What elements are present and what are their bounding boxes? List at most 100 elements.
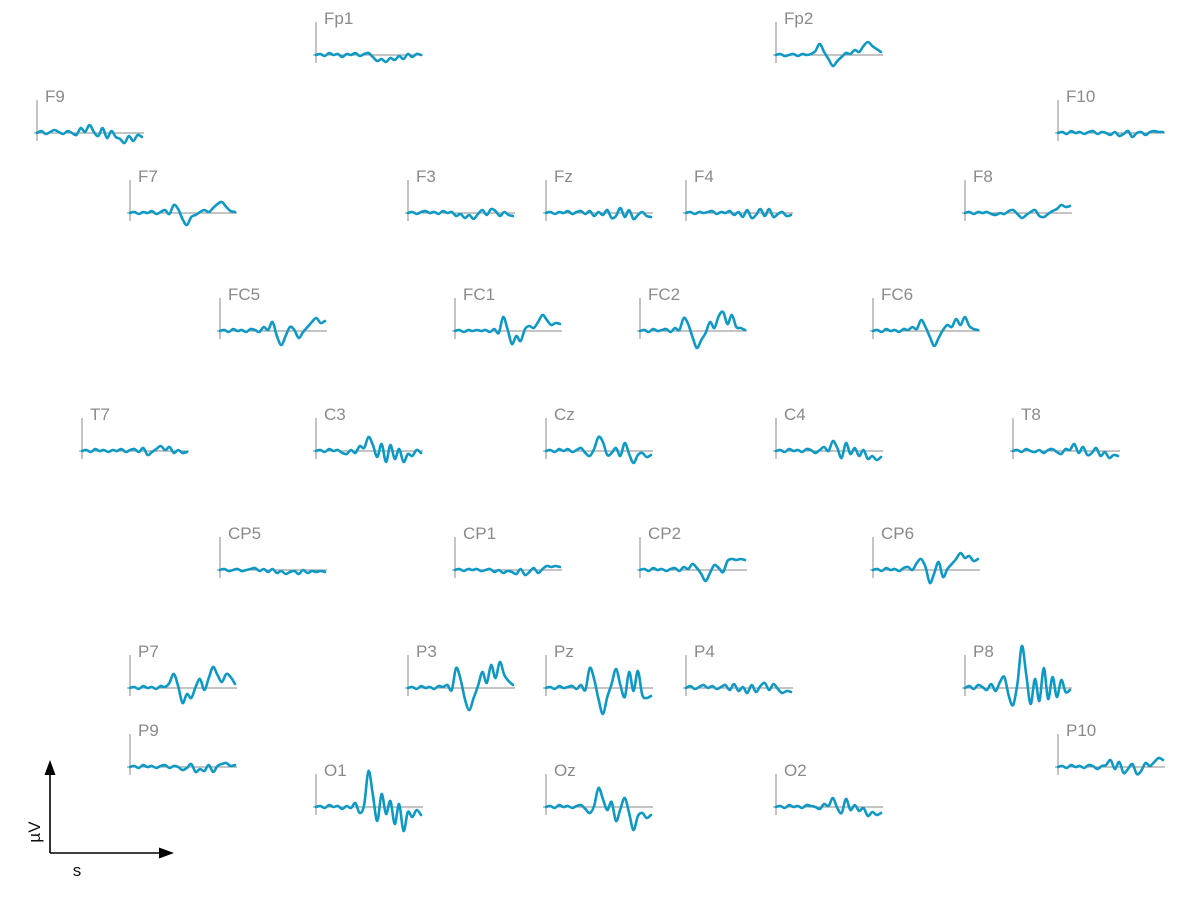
channel-label: Oz <box>554 761 576 780</box>
channel-label: FC6 <box>881 285 913 304</box>
channel-label: Fp2 <box>784 9 813 28</box>
channel-t7: T7 <box>79 405 189 459</box>
channel-p10: P10 <box>1055 721 1165 776</box>
channel-label: C4 <box>784 405 806 424</box>
channel-trace <box>871 315 980 348</box>
channel-trace <box>128 761 237 774</box>
channel-p9: P9 <box>127 721 237 775</box>
channel-o2: O2 <box>773 761 883 818</box>
channel-trace <box>453 564 562 577</box>
channel-label: F9 <box>45 87 65 106</box>
channel-trace <box>128 200 237 227</box>
channel-t8: T8 <box>1010 405 1120 460</box>
channel-p4: P4 <box>683 642 793 696</box>
channel-label: Pz <box>554 642 574 661</box>
channel-trace <box>544 206 653 221</box>
channel-fp2: Fp2 <box>773 9 883 68</box>
channel-trace <box>544 435 653 465</box>
channel-label: F10 <box>1066 87 1095 106</box>
channel-label: Cz <box>554 405 575 424</box>
channel-trace <box>1056 129 1165 139</box>
channel-label: C3 <box>324 405 346 424</box>
channel-trace <box>544 786 653 832</box>
channel-trace <box>35 123 144 145</box>
channel-trace <box>774 439 883 462</box>
channel-trace <box>544 666 653 716</box>
channel-pz: Pz <box>543 642 653 716</box>
channel-trace <box>314 769 423 833</box>
channel-f3: F3 <box>405 167 515 221</box>
channel-label: O2 <box>784 761 807 780</box>
channel-label: P3 <box>416 642 437 661</box>
channel-trace <box>314 435 423 464</box>
channel-trace <box>80 444 189 457</box>
channel-label: CP5 <box>228 524 261 543</box>
channel-p3: P3 <box>405 642 515 712</box>
channel-fc5: FC5 <box>217 285 327 347</box>
channel-p7: P7 <box>127 642 237 705</box>
channel-cz: Cz <box>543 405 653 465</box>
channel-label: FC1 <box>463 285 495 304</box>
channel-trace <box>218 316 327 347</box>
channel-label: Fz <box>554 167 573 186</box>
channel-label: O1 <box>324 761 347 780</box>
channel-label: FC5 <box>228 285 260 304</box>
channel-label: F7 <box>138 167 158 186</box>
channel-label: P8 <box>973 642 994 661</box>
channel-label: P9 <box>138 721 159 740</box>
channel-label: CP1 <box>463 524 496 543</box>
channel-label: P4 <box>694 642 715 661</box>
x-arrow-icon <box>159 847 174 859</box>
channel-c3: C3 <box>313 405 423 464</box>
channel-label: P10 <box>1066 721 1096 740</box>
channel-f4: F4 <box>683 167 793 221</box>
channel-trace <box>128 665 237 705</box>
channel-trace <box>963 203 1072 220</box>
scale-legend: µV s <box>25 760 174 880</box>
channel-label: T7 <box>90 405 110 424</box>
x-axis-label: s <box>73 861 82 880</box>
channel-label: T8 <box>1021 405 1041 424</box>
channel-trace <box>774 796 883 818</box>
channel-trace <box>774 40 883 68</box>
channel-label: CP2 <box>648 524 681 543</box>
channel-label: F8 <box>973 167 993 186</box>
channel-panels: Fp1 Fp2 F9 F10 F7 F3 Fz F4 F8 FC5 FC1 FC2 FC6 T7 C3 Cz C… <box>34 9 1165 833</box>
channel-trace <box>453 313 562 346</box>
channel-f10: F10 <box>1055 87 1165 141</box>
y-arrow-icon <box>44 760 56 775</box>
channel-trace <box>406 660 515 712</box>
channel-cp1: CP1 <box>452 524 562 578</box>
channel-label: F4 <box>694 167 714 186</box>
channel-f9: F9 <box>34 87 144 145</box>
channel-label: P7 <box>138 642 159 661</box>
channel-c4: C4 <box>773 405 883 462</box>
channel-label: Fp1 <box>324 9 353 28</box>
channel-trace <box>871 551 980 585</box>
channel-f8: F8 <box>962 167 1072 221</box>
channel-fp1: Fp1 <box>313 9 423 64</box>
channel-label: FC2 <box>648 285 680 304</box>
channel-f7: F7 <box>127 167 237 227</box>
channel-trace <box>963 644 1072 707</box>
channel-fc1: FC1 <box>452 285 562 346</box>
channel-label: F3 <box>416 167 436 186</box>
channel-trace <box>218 566 327 576</box>
channel-fz: Fz <box>543 167 653 221</box>
channel-oz: Oz <box>543 761 653 832</box>
channel-p8: P8 <box>962 642 1072 707</box>
channel-trace <box>314 51 423 64</box>
y-axis-label: µV <box>25 821 44 843</box>
channel-fc2: FC2 <box>637 285 747 350</box>
channel-trace <box>684 681 793 695</box>
channel-trace <box>638 310 747 350</box>
channel-label: CP6 <box>881 524 914 543</box>
channel-trace <box>638 557 747 583</box>
channel-o1: O1 <box>313 761 423 833</box>
channel-trace <box>684 207 793 220</box>
channel-fc6: FC6 <box>870 285 980 348</box>
channel-cp5: CP5 <box>217 524 327 578</box>
channel-cp6: CP6 <box>870 524 980 585</box>
channel-trace <box>406 207 515 221</box>
